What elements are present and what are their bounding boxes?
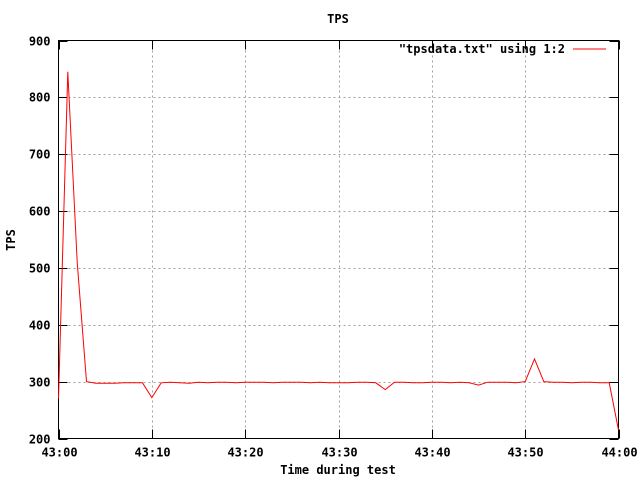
y-tick-label: 500 (29, 262, 51, 276)
y-tick-label: 900 (29, 35, 51, 49)
legend: "tpsdata.txt" using 1:2 (399, 42, 606, 56)
grid-lines (58, 40, 619, 439)
y-tick-label: 800 (29, 91, 51, 105)
y-tick-labels: 200 300 400 500 600 700 800 900 (29, 35, 51, 447)
x-tick-label: 43:20 (227, 446, 263, 460)
y-tick-label: 300 (29, 376, 51, 390)
series-line-tps (58, 71, 619, 431)
y-tick-label: 200 (29, 433, 51, 447)
x-tick-label: 43:10 (134, 446, 170, 460)
axis-ticks (58, 40, 620, 440)
x-tick-labels: 43:00 43:10 43:20 43:30 43:40 43:50 44:00 (41, 446, 637, 460)
chart-title: TPS (327, 12, 349, 26)
x-tick-label: 43:00 (41, 446, 77, 460)
y-axis-label: TPS (4, 229, 18, 251)
x-tick-label: 44:00 (601, 446, 637, 460)
y-tick-label: 400 (29, 319, 51, 333)
y-tick-label: 700 (29, 148, 51, 162)
legend-label: "tpsdata.txt" using 1:2 (399, 42, 565, 56)
y-tick-label: 600 (29, 205, 51, 219)
x-tick-label: 43:50 (507, 446, 543, 460)
plot-frame (58, 40, 619, 439)
x-tick-label: 43:40 (414, 446, 450, 460)
x-tick-label: 43:30 (321, 446, 357, 460)
x-axis-label: Time during test (280, 463, 396, 477)
